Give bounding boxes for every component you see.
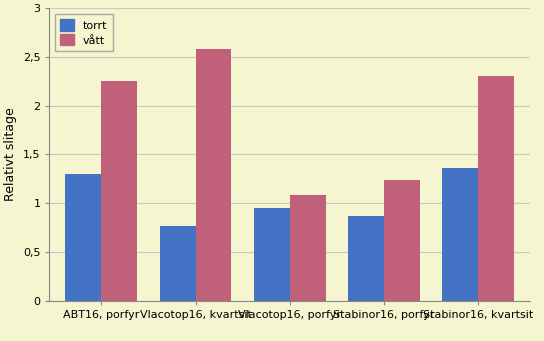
Bar xyxy=(65,174,101,301)
Bar xyxy=(101,81,137,301)
Bar xyxy=(478,76,514,301)
Bar xyxy=(290,195,326,301)
Bar xyxy=(442,168,478,301)
Legend: torrt, vått: torrt, vått xyxy=(55,14,113,51)
Bar xyxy=(195,49,231,301)
Bar xyxy=(254,208,290,301)
Bar xyxy=(348,216,384,301)
Bar xyxy=(160,226,195,301)
Bar xyxy=(384,180,420,301)
Y-axis label: Relativt slitage: Relativt slitage xyxy=(4,108,17,201)
